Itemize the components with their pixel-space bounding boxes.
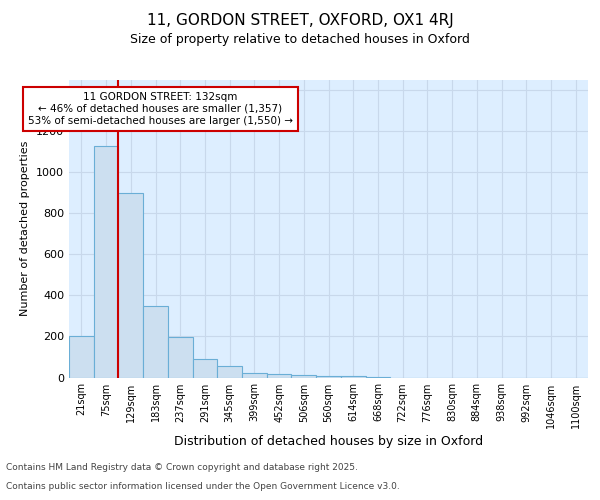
Bar	[292, 376, 316, 378]
Bar	[316, 376, 341, 378]
Bar	[341, 376, 365, 378]
Text: Contains public sector information licensed under the Open Government Licence v3: Contains public sector information licen…	[6, 482, 400, 491]
Bar	[267, 374, 292, 378]
Bar	[242, 374, 267, 378]
Bar	[143, 306, 168, 378]
Text: 11 GORDON STREET: 132sqm
← 46% of detached houses are smaller (1,357)
53% of sem: 11 GORDON STREET: 132sqm ← 46% of detach…	[28, 92, 293, 126]
Bar	[94, 146, 118, 378]
Bar	[217, 366, 242, 378]
Y-axis label: Number of detached properties: Number of detached properties	[20, 141, 31, 316]
Bar	[69, 336, 94, 378]
Bar	[168, 338, 193, 378]
Text: Size of property relative to detached houses in Oxford: Size of property relative to detached ho…	[130, 32, 470, 46]
Bar	[118, 193, 143, 378]
Text: Contains HM Land Registry data © Crown copyright and database right 2025.: Contains HM Land Registry data © Crown c…	[6, 464, 358, 472]
Bar	[193, 359, 217, 378]
X-axis label: Distribution of detached houses by size in Oxford: Distribution of detached houses by size …	[174, 434, 483, 448]
Text: 11, GORDON STREET, OXFORD, OX1 4RJ: 11, GORDON STREET, OXFORD, OX1 4RJ	[146, 12, 454, 28]
